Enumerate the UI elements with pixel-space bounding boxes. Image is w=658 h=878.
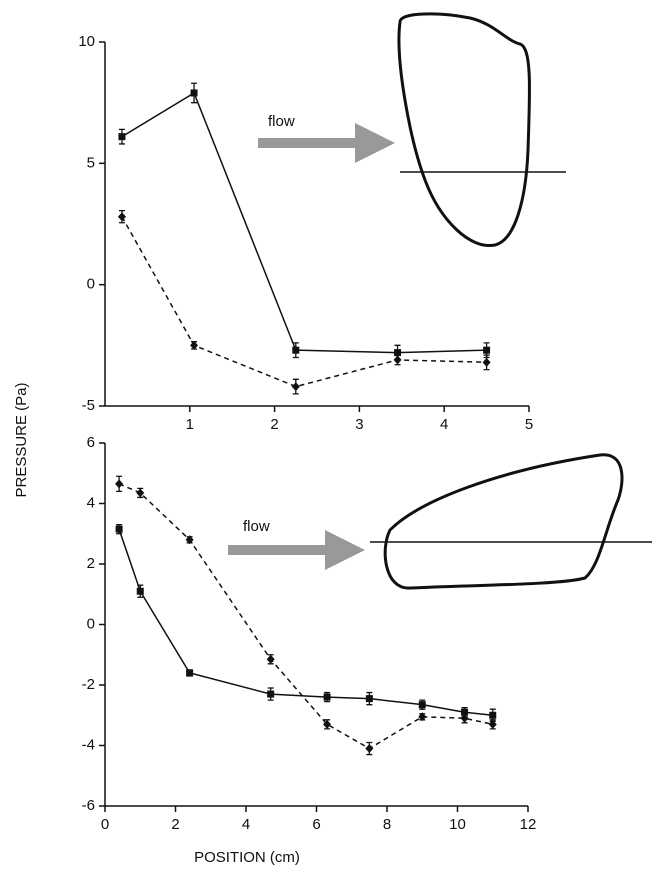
y-tick-label: 2 (87, 555, 95, 572)
x-tick-label: 5 (525, 416, 533, 433)
marker (418, 712, 427, 722)
marker (482, 357, 491, 367)
marker (291, 382, 300, 392)
y-tick-label: -4 (82, 736, 95, 753)
marker (488, 719, 497, 729)
x-tick-label: 10 (449, 816, 466, 833)
marker (186, 669, 194, 677)
y-tick-label: -2 (82, 676, 95, 693)
marker (185, 535, 194, 545)
marker (266, 654, 275, 664)
marker (365, 695, 373, 703)
marker (483, 346, 491, 354)
y-tick-label: 0 (87, 276, 95, 293)
y-tick-label: -6 (82, 797, 95, 814)
marker (292, 346, 300, 354)
x-tick-label: 1 (186, 416, 194, 433)
marker (323, 693, 331, 701)
marker (418, 701, 426, 709)
series-line (118, 528, 493, 716)
x-tick-label: 6 (312, 816, 320, 833)
x-tick-label: 8 (383, 816, 391, 833)
marker (267, 690, 275, 698)
marker (393, 355, 402, 365)
y-tick-label: 6 (87, 434, 95, 451)
series-line (118, 483, 493, 750)
marker (394, 349, 402, 357)
x-tick-label: 4 (440, 416, 448, 433)
annotation: flow (268, 113, 295, 130)
y-tick-label: 5 (87, 154, 95, 171)
marker (136, 587, 144, 595)
cross-section-shape (397, 12, 532, 248)
marker (117, 212, 126, 222)
y-tick-label: -5 (82, 397, 95, 414)
x-tick-label: 0 (101, 816, 109, 833)
marker (136, 488, 145, 498)
marker (115, 525, 123, 533)
marker (460, 713, 469, 723)
marker (323, 719, 332, 729)
x-axis-label: POSITION (cm) (194, 849, 300, 866)
annotation: flow (243, 518, 270, 535)
series-line (121, 216, 487, 388)
y-tick-label: 10 (78, 33, 95, 50)
cross-section-shape (383, 453, 624, 590)
x-tick-label: 2 (270, 416, 278, 433)
x-tick-label: 12 (520, 816, 537, 833)
marker (118, 133, 126, 141)
x-tick-label: 4 (242, 816, 250, 833)
x-tick-label: 3 (355, 416, 363, 433)
marker (190, 340, 199, 350)
y-axis-label: PRESSURE (Pa) (13, 382, 30, 497)
marker (365, 744, 374, 754)
x-tick-label: 2 (171, 816, 179, 833)
marker (489, 711, 497, 719)
marker (115, 479, 124, 489)
marker (190, 89, 198, 97)
y-tick-label: 0 (87, 615, 95, 632)
y-tick-label: 4 (87, 494, 95, 511)
